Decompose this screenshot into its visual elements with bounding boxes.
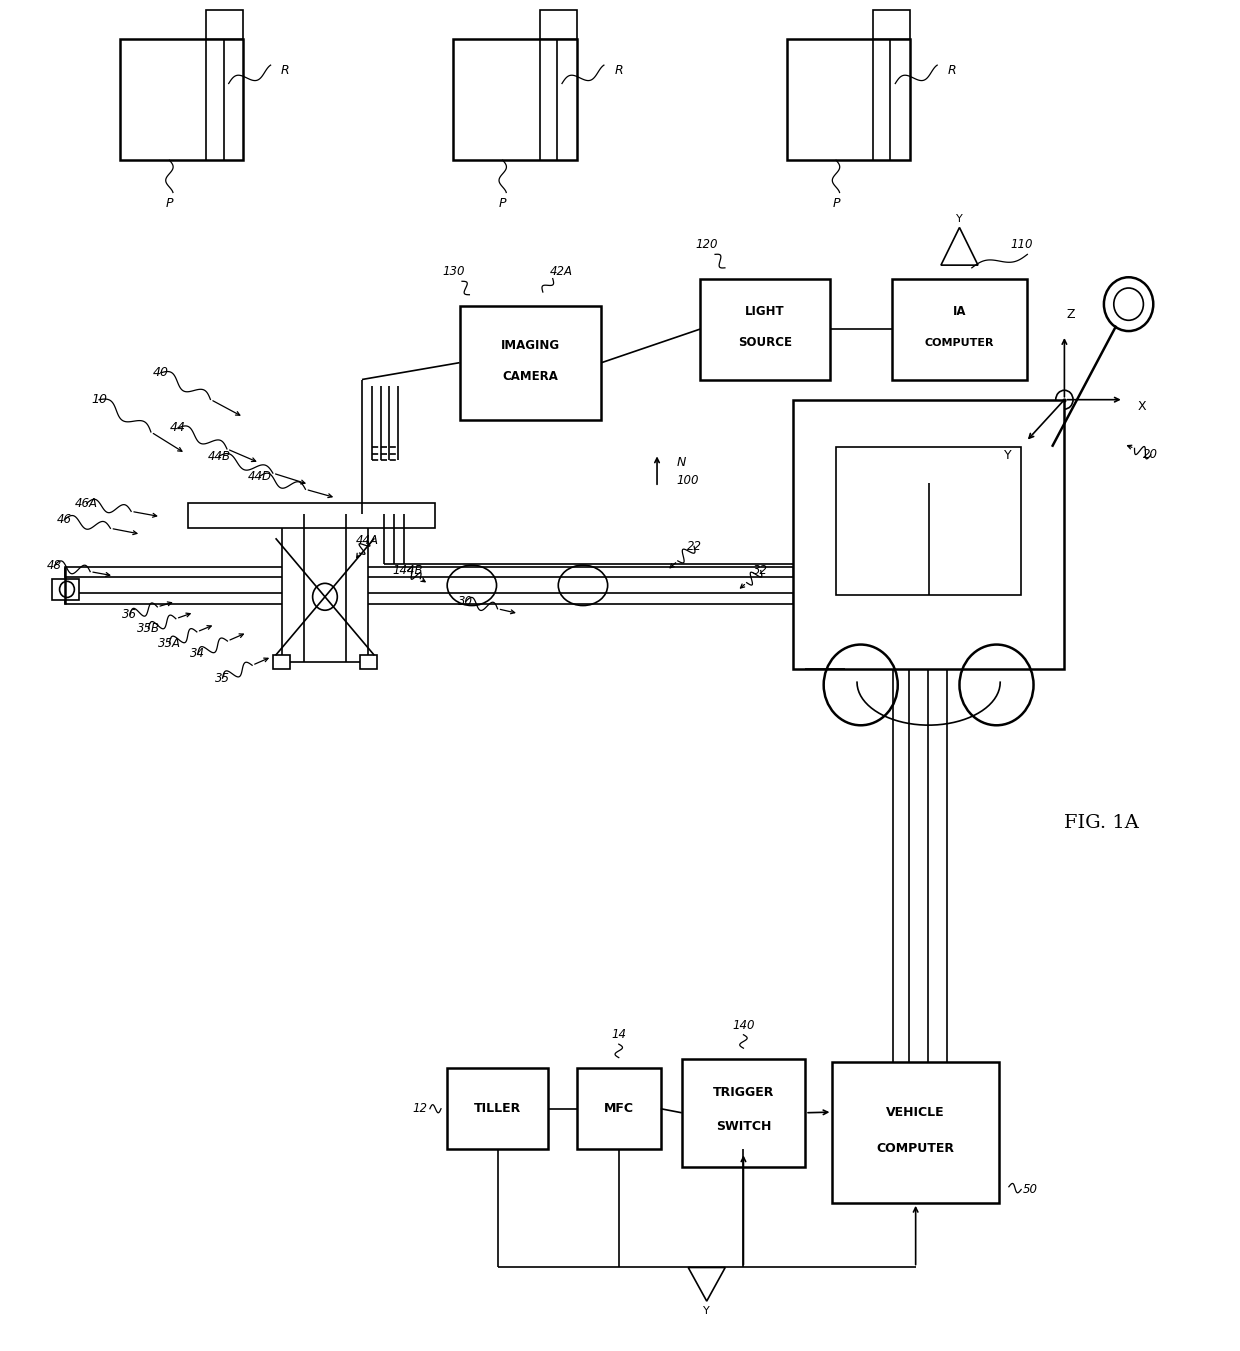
Text: CAMERA: CAMERA	[502, 370, 558, 382]
Text: Z: Z	[1066, 308, 1075, 322]
Bar	[577, 1069, 661, 1150]
Text: 44A: 44A	[356, 535, 378, 547]
Bar	[682, 1059, 805, 1166]
Text: 22: 22	[687, 540, 702, 553]
Bar	[460, 305, 601, 420]
Text: 30: 30	[459, 594, 474, 608]
Text: 35: 35	[215, 671, 229, 685]
Text: P: P	[832, 197, 839, 209]
Text: Y: Y	[1003, 449, 1011, 462]
Text: R: R	[615, 63, 622, 77]
Bar	[792, 400, 1064, 669]
Text: R: R	[947, 63, 956, 77]
Text: 120: 120	[696, 239, 718, 251]
Text: 34: 34	[190, 647, 206, 661]
Text: P: P	[498, 197, 506, 209]
Bar	[786, 39, 910, 161]
Text: 35A: 35A	[157, 636, 181, 650]
Text: N: N	[677, 457, 687, 469]
Bar	[360, 655, 377, 669]
Bar	[64, 593, 792, 604]
Text: SWITCH: SWITCH	[715, 1120, 771, 1132]
Bar	[188, 504, 435, 527]
Text: 46A: 46A	[76, 497, 98, 509]
Text: VEHICLE: VEHICLE	[887, 1105, 945, 1119]
Text: LIGHT: LIGHT	[745, 305, 785, 317]
Text: P: P	[166, 197, 174, 209]
Text: 140: 140	[732, 1019, 755, 1032]
Text: 40: 40	[153, 366, 169, 380]
Text: FIG. 1A: FIG. 1A	[1064, 815, 1138, 832]
Text: 44D: 44D	[248, 470, 272, 482]
Bar	[64, 566, 792, 577]
Text: 14: 14	[611, 1028, 626, 1042]
Bar	[539, 9, 577, 39]
Text: 10: 10	[91, 393, 107, 407]
Bar	[873, 9, 910, 39]
Text: Y: Y	[703, 1305, 711, 1316]
Text: X: X	[1138, 400, 1147, 413]
Text: 44B: 44B	[207, 450, 231, 462]
Text: MFC: MFC	[604, 1102, 634, 1115]
Bar	[701, 278, 830, 380]
Text: 130: 130	[443, 265, 465, 278]
Bar	[207, 9, 243, 39]
Bar	[454, 39, 577, 161]
Text: TRIGGER: TRIGGER	[713, 1086, 774, 1100]
Bar	[892, 278, 1028, 380]
Bar	[836, 447, 1022, 594]
Text: 144B: 144B	[392, 565, 423, 577]
Text: IMAGING: IMAGING	[501, 339, 560, 351]
Bar	[120, 39, 243, 161]
Bar	[448, 1069, 548, 1150]
Text: R: R	[281, 63, 290, 77]
Bar	[273, 655, 290, 669]
Text: 12: 12	[413, 1102, 428, 1115]
Text: 44: 44	[170, 422, 186, 435]
Bar	[281, 513, 368, 662]
Bar	[832, 1062, 999, 1202]
Text: 36: 36	[123, 608, 138, 621]
Polygon shape	[941, 227, 978, 265]
Text: COMPUTER: COMPUTER	[877, 1142, 955, 1155]
Text: 110: 110	[1009, 239, 1033, 251]
Text: 42A: 42A	[549, 265, 573, 278]
Text: 32: 32	[753, 565, 769, 577]
Text: Y: Y	[956, 215, 962, 224]
Bar	[52, 578, 79, 600]
Text: 50: 50	[1022, 1183, 1038, 1196]
Text: IA: IA	[952, 305, 966, 317]
Text: 20: 20	[1143, 449, 1158, 461]
Text: 100: 100	[677, 474, 699, 486]
Text: 35B: 35B	[136, 621, 160, 635]
Text: 48: 48	[47, 559, 62, 571]
Text: SOURCE: SOURCE	[738, 336, 792, 349]
Text: TILLER: TILLER	[474, 1102, 521, 1115]
Text: 46: 46	[57, 513, 72, 526]
Polygon shape	[688, 1267, 725, 1301]
Text: COMPUTER: COMPUTER	[925, 338, 994, 347]
